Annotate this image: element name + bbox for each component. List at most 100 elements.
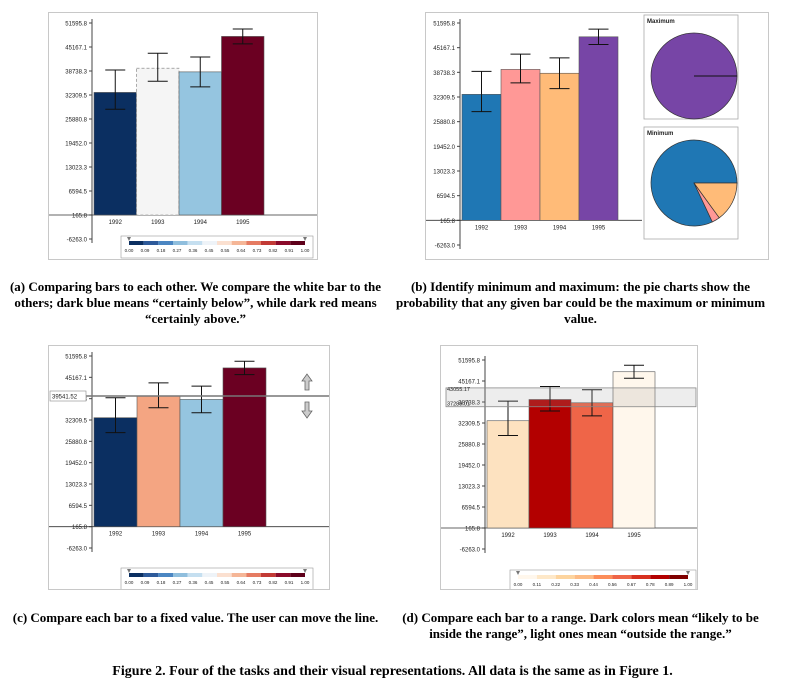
b-bar-1992 (461, 94, 502, 221)
d-legend-tick: 0.11 (533, 582, 542, 587)
c-bar-1992 (93, 417, 138, 527)
c-category-label: 1992 (109, 532, 123, 538)
c-bar-1994 (179, 399, 224, 527)
a-legend-swatch (129, 241, 144, 245)
d-category-label: 1992 (501, 533, 515, 539)
b-category-label: 1995 (592, 225, 606, 231)
c-legend-swatch (173, 573, 188, 577)
a-legend-swatch (217, 241, 232, 245)
d-legend-swatch (536, 575, 556, 579)
b-bar-1995 (578, 36, 619, 221)
a-bar-1993 (136, 67, 180, 216)
d-y-tick-label: 45167.1 (458, 379, 480, 385)
d-legend-tick: 0.78 (646, 582, 655, 587)
c-bar-1993 (136, 395, 181, 527)
c-legend-tick: 0.82 (269, 580, 278, 585)
b-y-tick-label: 38738.3 (433, 71, 455, 77)
c-move-up-icon[interactable] (301, 373, 313, 391)
b-pie-title: Maximum (647, 19, 675, 25)
c-legend-tick: 0.55 (221, 580, 230, 585)
a-legend-handle-right (303, 237, 307, 241)
c-y-tick-label: 25880.8 (65, 440, 87, 446)
d-legend-handle-right (686, 571, 690, 575)
panel-d: 51595.8 45167.1 38738.3 32309.5 25880.8 19452… (440, 345, 698, 593)
a-legend-tick: 1.00 (301, 248, 310, 253)
a-legend-tick: 0.82 (269, 248, 278, 253)
c-legend-handle-right (303, 569, 307, 573)
d-legend-tick: 0.33 (570, 582, 579, 587)
b-pie-slice (693, 182, 738, 219)
c-legend-tick: 0.27 (173, 580, 182, 585)
d-y-tick-label: 51595.8 (458, 359, 480, 365)
d-legend-tick: 1.00 (684, 582, 693, 587)
c-threshold-label: 39541.52 (52, 395, 78, 401)
a-legend-tick: 0.73 (253, 248, 262, 253)
c-legend-tick: 0.09 (141, 580, 150, 585)
caption-a: (a) Comparing bars to each other. We com… (9, 279, 382, 326)
c-legend-swatch (158, 573, 173, 577)
c-category-label: 1995 (238, 532, 252, 538)
a-bar-1995 (221, 36, 265, 216)
d-legend-swatch (593, 575, 613, 579)
a-bar-1994 (178, 71, 222, 216)
d-bar-1992 (486, 420, 530, 529)
c-legend-handle-left (127, 569, 131, 573)
d-legend-swatch (631, 575, 651, 579)
b-category-label: 1992 (475, 225, 489, 231)
d-range-band (445, 387, 697, 408)
d-legend-tick: 0.67 (627, 582, 636, 587)
d-y-tick-label: 32309.5 (458, 422, 480, 428)
b-category-label: 1994 (553, 225, 567, 231)
c-legend-swatch (261, 573, 276, 577)
d-legend-tick: 0.89 (665, 582, 674, 587)
c-legend-tick: 0.91 (285, 580, 294, 585)
c-legend-swatch (231, 573, 247, 577)
c-threshold-label-box (49, 390, 87, 402)
c-legend-tick: 1.00 (301, 580, 310, 585)
d-range-high-label: 43055.17 (447, 387, 470, 393)
d-y-tick-label: 38738.3 (458, 400, 480, 406)
b-bar-1993 (500, 69, 541, 221)
a-legend-tick: 0.55 (221, 248, 230, 253)
a-category-label: 1993 (151, 220, 165, 226)
chart-b: 51595.8 45167.1 38738.3 32309.5 25880.8 19452… (426, 14, 739, 250)
b-y-tick-label: 51595.8 (433, 22, 455, 28)
chart-c: 51595.845167.138738.332309.525880.819452… (49, 352, 329, 591)
c-y-tick-label: 6594.5 (69, 504, 88, 510)
d-legend-swatch (669, 575, 688, 579)
c-legend-swatch (202, 573, 217, 577)
c-move-down-icon[interactable] (301, 401, 313, 419)
c-legend-swatch (275, 573, 291, 577)
a-bar-1992 (93, 92, 137, 216)
a-legend-tick: 0.36 (189, 248, 198, 253)
a-legend-swatch (275, 241, 291, 245)
c-legend-tick: 0.00 (125, 580, 134, 585)
a-y-tick-label: -6263.0 (67, 238, 88, 244)
chart-d: 51595.8 45167.1 38738.3 32309.5 25880.8 19452… (441, 356, 697, 593)
a-category-label: 1995 (236, 220, 250, 226)
c-legend-swatch (290, 573, 305, 577)
a-legend-tick: 0.00 (125, 248, 134, 253)
panel-c: 51595.845167.138738.332309.525880.819452… (48, 345, 330, 591)
panel-b: 51595.8 45167.1 38738.3 32309.5 25880.8 19452… (425, 12, 769, 260)
caption-c: (c) Compare each bar to a fixed value. T… (12, 610, 379, 625)
a-legend-swatch (290, 241, 305, 245)
d-legend-swatch (574, 575, 594, 579)
d-y-tick-label: -6263.0 (460, 548, 481, 554)
c-y-tick-label: 165.8 (72, 525, 88, 531)
a-y-tick-label: 165.8 (72, 213, 88, 219)
c-bar-1995 (222, 367, 267, 527)
a-legend-tick: 0.91 (285, 248, 294, 253)
b-category-label: 1993 (514, 225, 528, 231)
a-category-label: 1992 (109, 220, 123, 226)
d-category-label: 1993 (543, 533, 557, 539)
c-y-tick-label: 51595.8 (65, 355, 87, 361)
a-legend-handle-left (127, 237, 131, 241)
d-legend-handle-left (516, 571, 520, 575)
d-legend-swatch (612, 575, 632, 579)
chart-a: 51595.8 45167.1 38738.3 32309.5 25880.8 19452… (49, 19, 317, 259)
b-y-tick-label: 19452.0 (433, 145, 455, 151)
c-category-label: 1993 (152, 532, 166, 538)
a-legend-swatch (246, 241, 261, 245)
a-y-tick-label: 25880.8 (65, 117, 87, 123)
